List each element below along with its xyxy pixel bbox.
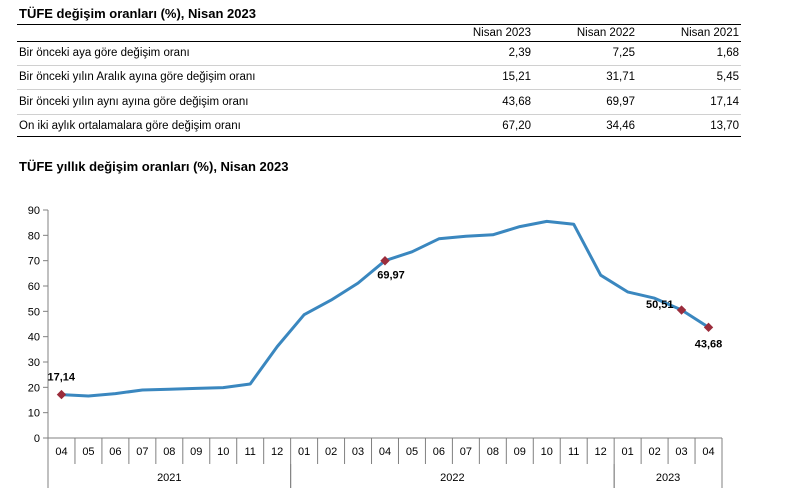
table-header-row: Nisan 2023 Nisan 2022 Nisan 2021 — [17, 25, 741, 41]
y-tick-label: 10 — [28, 408, 40, 420]
year-label: 2021 — [157, 472, 181, 484]
y-tick-label: 50 — [28, 306, 40, 318]
x-tick-label: 12 — [271, 446, 283, 458]
column-header: Nisan 2022 — [576, 27, 636, 39]
table-row: Bir önceki yılın aynı ayına göre değişim… — [17, 89, 741, 115]
table-cell: 17,14 — [637, 89, 741, 115]
table-cell: 43,68 — [420, 89, 534, 115]
table-cell: 2,39 — [420, 41, 534, 66]
data-label: 17,14 — [47, 372, 75, 384]
series-area — [60, 219, 710, 398]
x-tick-label: 01 — [622, 446, 634, 458]
x-tick-label: 10 — [541, 446, 553, 458]
table-cell: 5,45 — [637, 65, 741, 90]
x-tick-label: 12 — [595, 446, 607, 458]
x-tick-label: 06 — [109, 446, 121, 458]
x-tick-label: 09 — [190, 446, 202, 458]
data-labels: 17,14 69,97 50,51 43,68 — [47, 256, 723, 400]
row-label: Bir önceki yılın Aralık ayına göre değiş… — [17, 65, 421, 90]
row-label: On iki aylık ortalamalara göre değişim o… — [19, 120, 241, 133]
x-tick-label: 11 — [244, 446, 255, 458]
y-tick-label: 90 — [28, 205, 40, 217]
row-label: Bir önceki aya göre değişim oranı — [17, 41, 421, 66]
y-tick-label: 30 — [28, 357, 40, 369]
y-tick-label: 70 — [28, 256, 40, 268]
x-tick-label: 11 — [568, 446, 579, 458]
year-label: 2023 — [656, 472, 680, 484]
y-tick-label: 60 — [28, 281, 40, 293]
y-tick-label: 80 — [28, 230, 40, 242]
table-bottom-rule — [17, 136, 741, 137]
table-cell: 67,20 — [502, 120, 532, 133]
column-header: Nisan 2021 — [680, 27, 739, 39]
x-tick-label: 07 — [136, 446, 148, 458]
x-tick-label: 02 — [325, 446, 337, 458]
x-tick-label: 05 — [406, 446, 418, 458]
y-tick-label: 20 — [28, 382, 40, 394]
data-label: 43,68 — [695, 338, 723, 350]
x-tick-label: 06 — [433, 446, 445, 458]
x-tick-label: 10 — [217, 446, 229, 458]
table-row: Bir önceki yılın Aralık ayına göre değiş… — [17, 65, 741, 90]
x-tick-label: 04 — [379, 446, 391, 458]
chart-title: TÜFE yıllık değişim oranları (%), Nisan … — [19, 159, 289, 174]
table-cell: 34,46 — [606, 120, 636, 133]
series-line — [60, 219, 710, 398]
table-title: TÜFE değişim oranları (%), Nisan 2023 — [19, 6, 256, 21]
data-point-marker — [703, 322, 714, 333]
x-tick-label: 08 — [487, 446, 499, 458]
row-label: Bir önceki yılın aynı ayına göre değişim… — [17, 89, 421, 115]
y-tick-label: 0 — [34, 433, 40, 445]
table-cell: 69,97 — [533, 89, 638, 115]
table-cell: 13,70 — [710, 120, 739, 133]
x-tick-label: 04 — [55, 446, 67, 458]
y-tick-label: 40 — [28, 332, 40, 344]
data-point-marker — [676, 305, 687, 315]
table-cell: 31,71 — [533, 65, 638, 90]
change-rates-table: Nisan 2023 Nisan 2022 Nisan 2021 Bir önc… — [17, 25, 741, 138]
x-axis: 04 05 06 07 08 09 10 11 12 01 02 03 04 05 06 07 08 09 10 11… — [47, 437, 723, 488]
column-header: Nisan 2023 — [472, 27, 532, 39]
x-tick-label: 09 — [514, 446, 526, 458]
x-tick-label: 03 — [352, 446, 364, 458]
year-label: 2022 — [440, 472, 464, 484]
x-tick-label: 04 — [702, 446, 714, 458]
x-tick-label: 03 — [675, 446, 687, 458]
data-point-marker — [56, 389, 67, 400]
x-tick-label: 02 — [648, 446, 660, 458]
x-tick-label: 07 — [460, 446, 472, 458]
table-cell: 7,25 — [533, 41, 638, 66]
x-tick-label: 01 — [298, 446, 310, 458]
table-row: Bir önceki aya göre değişim oranı 2,39 7… — [17, 41, 741, 66]
table-cell: 1,68 — [637, 41, 741, 66]
table-cell: 15,21 — [420, 65, 534, 90]
data-label: 50,51 — [646, 299, 674, 311]
table-header-blank — [17, 25, 420, 41]
x-tick-label: 05 — [82, 446, 94, 458]
data-label: 69,97 — [377, 270, 405, 282]
table-top-rule — [17, 24, 741, 25]
data-point-marker — [380, 256, 390, 266]
x-tick-label: 08 — [163, 446, 175, 458]
y-axis: 0 10 20 30 40 50 60 70 80 90 — [28, 205, 49, 445]
table-row: On iki aylık ortalamalara göre değişim o… — [17, 114, 741, 138]
